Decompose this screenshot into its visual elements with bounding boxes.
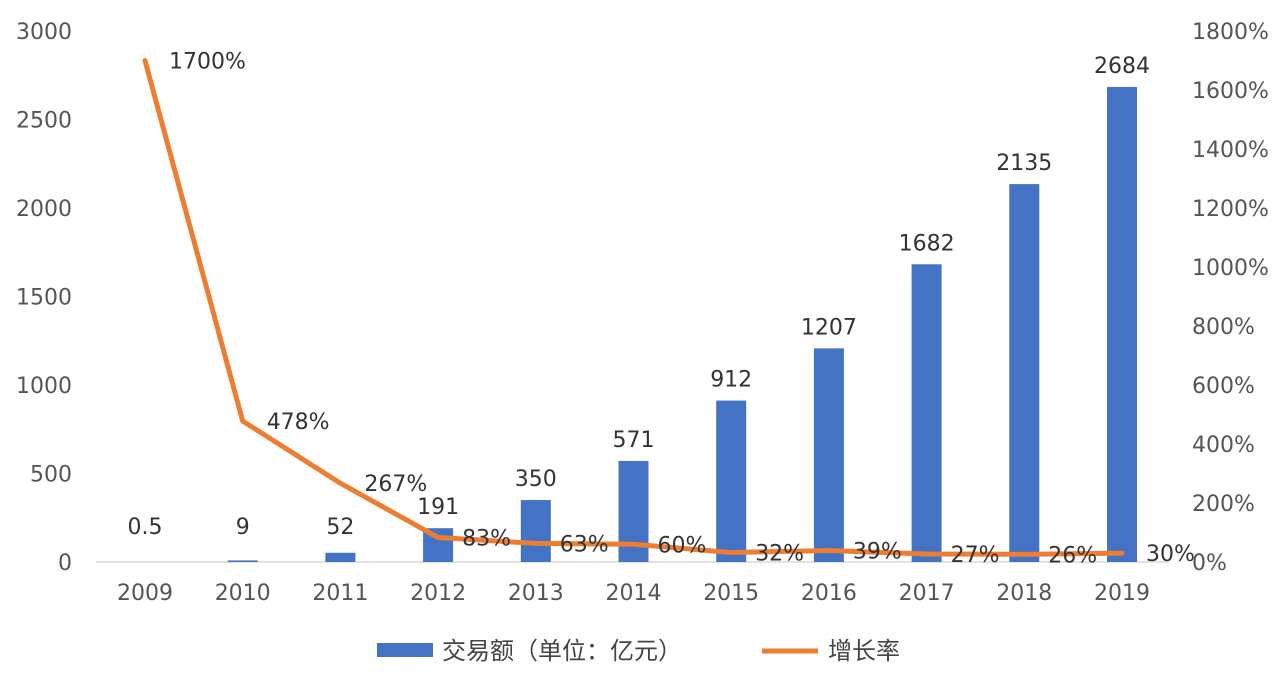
x-axis-tick-label: 2012 — [410, 581, 466, 606]
x-axis-tick-label: 2016 — [801, 581, 857, 606]
x-axis-tick-label: 2010 — [215, 581, 271, 606]
right-axis-tick-label: 1000% — [1192, 256, 1269, 281]
right-axis-ticks: 0% 200% 400% 600% 800% 1000% 1200% 1400% 1600% 18… — [1192, 20, 1269, 576]
legend: 交易额（单位：亿元） 增长率 — [377, 637, 900, 665]
x-axis-tick-label: 2014 — [606, 581, 662, 606]
right-axis-tick-label: 1200% — [1192, 197, 1269, 222]
left-axis-tick-label: 500 — [30, 463, 72, 488]
x-axis-tick-label: 2013 — [508, 581, 564, 606]
right-axis-tick-label: 200% — [1192, 492, 1255, 517]
left-axis-tick-label: 1000 — [16, 374, 72, 399]
legend-label-line: 增长率 — [828, 637, 900, 665]
right-axis-tick-label: 600% — [1192, 374, 1255, 399]
bar-data-labels: 0.5 9 52 191 350 571 912 1207 1682 2135 2684 — [128, 54, 1151, 540]
bar — [227, 560, 258, 562]
bar-data-label: 912 — [710, 368, 752, 393]
bar — [520, 500, 551, 562]
left-axis-tick-label: 2500 — [16, 109, 72, 134]
bar-data-label: 52 — [326, 515, 354, 540]
right-axis-tick-label: 800% — [1192, 315, 1255, 340]
x-axis-tick-label: 2009 — [117, 581, 173, 606]
bar-data-label: 191 — [417, 495, 459, 520]
line-data-labels: 1700% 478% 267% 83% 63% 60% 32% 39% 27% 26% 30% — [169, 50, 1195, 569]
right-axis-tick-label: 1400% — [1192, 138, 1269, 163]
bar — [911, 264, 942, 562]
bar-data-label: 1682 — [899, 231, 955, 256]
right-axis-tick-label: 0% — [1192, 551, 1227, 576]
x-axis-tick-label: 2019 — [1094, 581, 1150, 606]
bar-data-label: 350 — [515, 467, 557, 492]
x-axis-tick-label: 2018 — [996, 581, 1052, 606]
line-data-label: 30% — [1146, 542, 1195, 567]
right-axis-tick-label: 1800% — [1192, 20, 1269, 45]
line-series — [142, 58, 1125, 557]
left-axis-ticks: 0 500 1000 1500 2000 2500 3000 — [16, 20, 72, 576]
right-axis-tick-label: 1600% — [1192, 79, 1269, 104]
line-data-label: 83% — [462, 527, 511, 552]
bar-data-label: 2135 — [996, 151, 1052, 176]
line-data-label: 60% — [658, 533, 707, 558]
left-axis-tick-label: 1500 — [16, 286, 72, 311]
line-data-label: 1700% — [169, 50, 246, 75]
left-axis-tick-label: 0 — [58, 551, 72, 576]
legend-swatch-bar — [377, 643, 433, 657]
legend-label-bar: 交易额（单位：亿元） — [442, 637, 682, 665]
x-axis-tick-label: 2011 — [312, 581, 368, 606]
bar — [1009, 184, 1040, 563]
bar-data-label: 9 — [236, 515, 250, 540]
line-data-label: 26% — [1048, 543, 1097, 568]
bar-series — [130, 86, 1137, 563]
line-data-label: 39% — [853, 539, 902, 564]
x-axis-ticks: 2009 2010 2011 2012 2013 2014 2015 2016 2017 2018… — [117, 581, 1150, 606]
bar — [325, 552, 356, 562]
line-data-label: 63% — [560, 532, 609, 557]
bar — [716, 400, 747, 562]
bar-data-label: 2684 — [1094, 54, 1150, 79]
bar-data-label: 0.5 — [128, 515, 163, 540]
bar — [813, 348, 844, 562]
bar-data-label: 571 — [613, 428, 655, 453]
bar — [1107, 86, 1137, 562]
line-data-label: 267% — [364, 472, 427, 497]
line-data-label: 27% — [951, 543, 1000, 568]
line-data-label: 478% — [267, 410, 330, 435]
x-axis-tick-label: 2017 — [899, 581, 955, 606]
x-axis-tick-label: 2015 — [703, 581, 759, 606]
line-data-label: 32% — [755, 542, 804, 567]
left-axis-tick-label: 3000 — [16, 20, 72, 45]
right-axis-tick-label: 400% — [1192, 433, 1255, 458]
bar-data-label: 1207 — [801, 315, 857, 340]
left-axis-tick-label: 2000 — [16, 197, 72, 222]
